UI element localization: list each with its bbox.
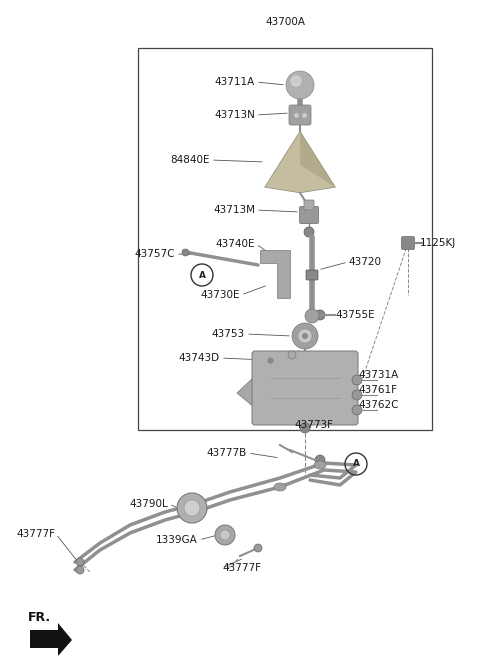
- Circle shape: [215, 525, 235, 545]
- Text: 43777F: 43777F: [222, 563, 261, 573]
- Text: 43720: 43720: [348, 257, 381, 267]
- Text: 43773F: 43773F: [294, 420, 333, 430]
- Polygon shape: [300, 131, 336, 187]
- Circle shape: [315, 455, 325, 465]
- Circle shape: [288, 351, 296, 359]
- Text: 43700A: 43700A: [265, 17, 305, 27]
- Circle shape: [76, 558, 84, 566]
- FancyBboxPatch shape: [304, 200, 314, 210]
- Text: 84840E: 84840E: [170, 155, 210, 165]
- Circle shape: [184, 500, 200, 516]
- Text: 43743D: 43743D: [179, 353, 220, 363]
- Text: 1125KJ: 1125KJ: [420, 238, 456, 248]
- FancyBboxPatch shape: [252, 351, 358, 425]
- FancyBboxPatch shape: [300, 206, 319, 223]
- Text: 43713N: 43713N: [214, 110, 255, 120]
- Text: A: A: [352, 459, 360, 468]
- Polygon shape: [264, 131, 336, 193]
- Text: 43753: 43753: [212, 329, 245, 339]
- Ellipse shape: [274, 483, 286, 491]
- FancyBboxPatch shape: [401, 237, 415, 250]
- Text: 1339GA: 1339GA: [156, 535, 198, 545]
- Circle shape: [352, 390, 362, 400]
- Circle shape: [286, 71, 314, 99]
- Circle shape: [76, 566, 84, 574]
- Circle shape: [302, 333, 308, 339]
- Circle shape: [292, 323, 318, 349]
- Circle shape: [352, 405, 362, 415]
- Text: A: A: [199, 271, 205, 279]
- Text: 43713M: 43713M: [213, 205, 255, 215]
- Circle shape: [291, 76, 301, 86]
- Circle shape: [177, 493, 207, 523]
- Text: FR.: FR.: [28, 611, 51, 624]
- Polygon shape: [30, 623, 72, 656]
- Text: 43757C: 43757C: [134, 249, 175, 259]
- Text: 43730E: 43730E: [201, 290, 240, 300]
- Text: 43777B: 43777B: [207, 448, 247, 458]
- Circle shape: [220, 530, 230, 540]
- Circle shape: [300, 423, 310, 433]
- Circle shape: [352, 375, 362, 385]
- Circle shape: [254, 544, 262, 552]
- FancyBboxPatch shape: [306, 270, 318, 280]
- Circle shape: [304, 227, 314, 237]
- Text: 43777F: 43777F: [16, 529, 55, 539]
- Polygon shape: [260, 250, 290, 298]
- Text: 43790L: 43790L: [129, 499, 168, 509]
- Ellipse shape: [314, 461, 326, 469]
- Text: 43762C: 43762C: [358, 400, 398, 410]
- Circle shape: [298, 329, 312, 343]
- FancyBboxPatch shape: [289, 105, 311, 125]
- Text: 43711A: 43711A: [215, 77, 255, 87]
- Bar: [138, 48, 432, 430]
- Circle shape: [315, 310, 325, 320]
- Text: 43731A: 43731A: [358, 370, 398, 380]
- Text: 43755E: 43755E: [335, 310, 374, 320]
- Circle shape: [305, 309, 319, 323]
- Text: 43761F: 43761F: [358, 385, 397, 395]
- Polygon shape: [237, 376, 255, 408]
- Text: 43740E: 43740E: [216, 239, 255, 249]
